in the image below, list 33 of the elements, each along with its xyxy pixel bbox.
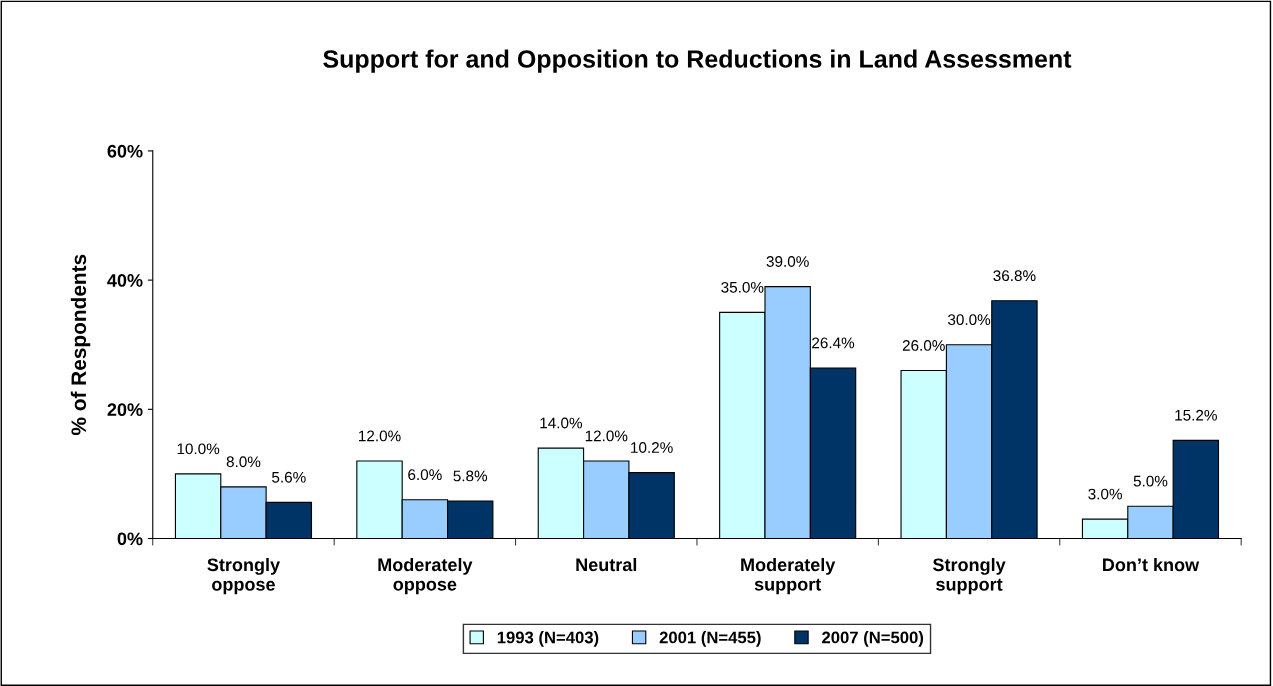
y-tick-label: 40% <box>107 274 143 287</box>
data-label: 36.8% <box>993 270 1036 282</box>
data-label: 5.8% <box>453 470 488 482</box>
chart-title: Support for and Opposition to Reductions in Land Assessment <box>323 49 1072 73</box>
legend-label: 1993 (N=403) <box>497 631 599 647</box>
data-label: 12.0% <box>585 430 628 442</box>
data-label: 15.2% <box>1175 409 1217 421</box>
x-tick-label: Don’t know <box>1103 557 1200 572</box>
x-tick-label: Strongly oppose <box>207 557 280 595</box>
y-tick-label: 0% <box>117 532 143 546</box>
data-label: 3.0% <box>1088 488 1122 500</box>
data-label: 8.0% <box>226 456 261 468</box>
data-label: 39.0% <box>766 256 809 267</box>
data-label: 30.0% <box>948 314 991 326</box>
data-label: 35.0% <box>721 281 764 293</box>
data-label: 6.0% <box>408 469 442 481</box>
data-label: 5.6% <box>272 471 306 483</box>
data-label: 5.0% <box>1133 475 1168 487</box>
data-label: 14.0% <box>540 417 583 429</box>
data-label: 26.4% <box>812 337 855 349</box>
y-tick-label: 60% <box>107 144 143 158</box>
data-label: 26.0% <box>902 340 945 351</box>
x-tick-label: Moderately oppose <box>378 557 473 595</box>
y-tick-label: 20% <box>107 403 143 417</box>
y-axis-title: % of Respondents <box>70 254 91 436</box>
data-label: 10.2% <box>631 442 673 453</box>
data-label: 12.0% <box>359 430 401 442</box>
legend-label: 2001 (N=455) <box>659 631 761 647</box>
x-tick-label: Moderately support <box>741 557 836 595</box>
x-tick-label: Neutral <box>576 557 637 572</box>
legend-label: 2007 (N=500) <box>822 631 924 647</box>
x-tick-label: Strongly support <box>932 557 1006 595</box>
data-label: 10.0% <box>177 443 220 455</box>
